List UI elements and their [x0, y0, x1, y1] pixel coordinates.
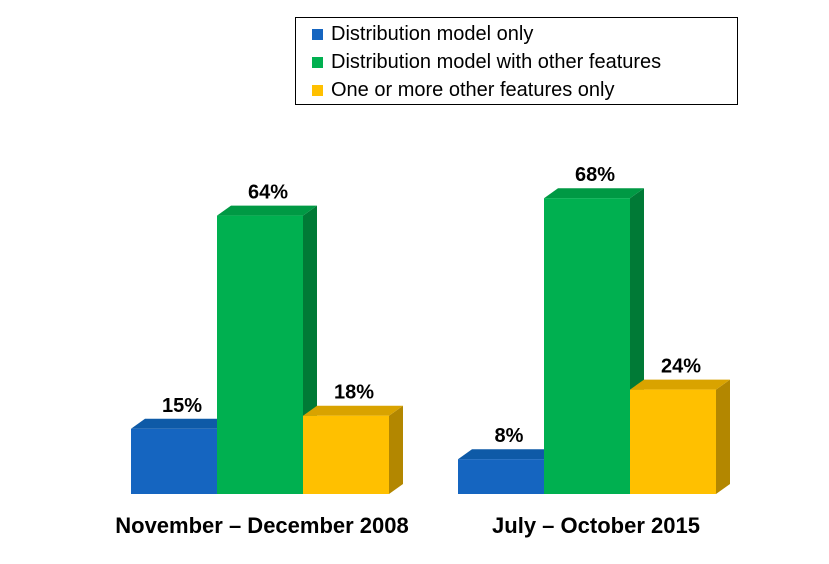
legend-label-other-features-only: One or more other features only — [331, 79, 615, 101]
bar-1-2-front — [217, 215, 303, 494]
data-label-2-1: 8% — [495, 425, 524, 447]
legend-item-distribution-model-with-other-features: Distribution model with other features — [312, 49, 661, 75]
bar-2-3-front — [630, 389, 716, 494]
category-label-1: November – December 2008 — [115, 513, 409, 538]
bar-1-1-front — [131, 428, 217, 494]
data-label-2-2: 68% — [575, 164, 615, 186]
bar-1-3-side — [389, 405, 403, 494]
legend-swatch-distribution-model-only — [312, 28, 323, 40]
bar-1-3-front — [303, 415, 389, 494]
bar-2-2-top — [544, 188, 644, 199]
bar-2-1-front — [458, 459, 544, 494]
bar-1-3-top — [303, 405, 403, 416]
data-label-1-3: 18% — [334, 382, 374, 404]
data-label-1-1: 15% — [162, 395, 202, 417]
bar-2-3-top — [630, 379, 730, 390]
legend-item-other-features-only: One or more other features only — [312, 77, 614, 103]
legend: Distribution model only Distribution mod… — [295, 17, 738, 105]
category-label-2: July – October 2015 — [492, 513, 700, 538]
data-label-1-2: 64% — [248, 182, 288, 204]
legend-label-distribution-model-only: Distribution model only — [331, 23, 534, 45]
legend-swatch-other-features-only — [312, 84, 323, 96]
data-label-2-3: 24% — [661, 356, 701, 378]
legend-swatch-distribution-model-with-other-features — [312, 56, 323, 68]
legend-label-distribution-model-with-other-features: Distribution model with other features — [331, 51, 662, 73]
bar-2-2-front — [544, 198, 630, 494]
bar-1-2-top — [217, 205, 317, 216]
legend-item-distribution-model-only: Distribution model only — [312, 21, 533, 47]
bar-1-1-top — [131, 418, 231, 429]
bar-2-1-top — [458, 449, 558, 460]
bar-2-3-side — [716, 379, 730, 494]
